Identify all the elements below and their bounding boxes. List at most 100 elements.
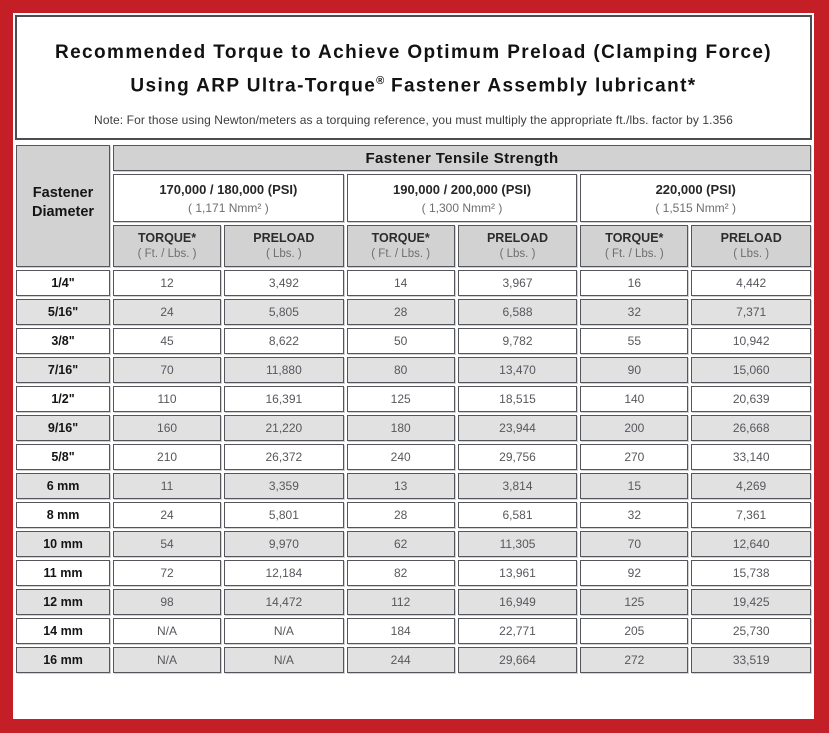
page-background: Recommended Torque to Achieve Optimum Pr…: [13, 13, 814, 719]
row-label-fastener-diameter: 12 mm: [16, 589, 111, 615]
row-label-fastener-diameter: 16 mm: [16, 647, 111, 673]
data-cell: 6,588: [457, 299, 578, 325]
data-cell: 12,640: [691, 531, 811, 557]
title-line2-text: Using ARP Ultra-Torque: [130, 75, 377, 97]
header-row-columns: TORQUE* ( Ft. / Lbs. ) PRELOAD ( Lbs. ) …: [16, 225, 811, 267]
header-row-psi: 170,000 / 180,000 (PSI) ( 1,171 Nmm² ) 1…: [16, 174, 811, 222]
table-row: 6 mm 11 3,359 13 3,814 15 4,269: [16, 473, 811, 499]
table-row: 7/16" 70 11,880 80 13,470 90 15,060: [16, 357, 811, 383]
data-cell: 25,730: [691, 618, 811, 644]
psi-group-main: 190,000 / 200,000 (PSI): [392, 181, 532, 197]
data-cell: 244: [346, 647, 455, 673]
data-cell: 12: [113, 270, 222, 296]
data-cell: 140: [580, 386, 689, 412]
row-label-fastener-diameter: 5/16": [16, 299, 111, 325]
row-label-fastener-diameter: 5/8": [16, 444, 111, 470]
psi-group-main: 220,000 (PSI): [655, 181, 736, 197]
data-cell: N/A: [224, 647, 344, 673]
data-cell: 70: [580, 531, 689, 557]
data-cell: 205: [580, 618, 689, 644]
data-cell: 7,361: [691, 502, 811, 528]
data-cell: 45: [113, 328, 222, 354]
data-cell: 13,961: [457, 560, 578, 586]
data-cell: 50: [346, 328, 455, 354]
data-cell: 5,805: [224, 299, 344, 325]
column-header-preload-2: PRELOAD ( Lbs. ): [457, 225, 578, 267]
row-label-fastener-diameter: 8 mm: [16, 502, 111, 528]
data-cell: 22,771: [457, 618, 578, 644]
data-cell: 4,442: [691, 270, 811, 296]
row-label-fastener-diameter: 14 mm: [16, 618, 111, 644]
data-cell: 72: [113, 560, 222, 586]
data-cell: 16,391: [224, 386, 344, 412]
data-cell: 80: [346, 357, 455, 383]
table-row: 16 mm N/A N/A 244 29,664 272 33,519: [16, 647, 811, 673]
data-cell: 180: [346, 415, 455, 441]
data-cell: 21,220: [224, 415, 344, 441]
data-cell: 3,967: [457, 270, 578, 296]
column-header-label: TORQUE*: [137, 231, 197, 245]
data-cell: 3,814: [457, 473, 578, 499]
row-label-fastener-diameter: 9/16": [16, 415, 111, 441]
row-label-fastener-diameter: 7/16": [16, 357, 111, 383]
corner-header-line1: Fastener: [32, 185, 94, 201]
data-cell: 55: [580, 328, 689, 354]
data-cell: 125: [346, 386, 455, 412]
data-cell: 13,470: [457, 357, 578, 383]
column-header-unit: ( Ft. / Lbs. ): [604, 248, 664, 260]
table-row: 12 mm 98 14,472 112 16,949 125 19,425: [16, 589, 811, 615]
title-line2-text-continued: Fastener Assembly lubricant*: [384, 75, 697, 97]
column-header-preload-3: PRELOAD ( Lbs. ): [691, 225, 811, 267]
row-label-fastener-diameter: 3/8": [16, 328, 111, 354]
table-row: 9/16" 160 21,220 180 23,944 200 26,668: [16, 415, 811, 441]
data-cell: 12,184: [224, 560, 344, 586]
data-cell: 92: [580, 560, 689, 586]
table-row: 8 mm 24 5,801 28 6,581 32 7,361: [16, 502, 811, 528]
data-cell: 112: [346, 589, 455, 615]
data-cell: 11: [113, 473, 222, 499]
column-header-torque-1: TORQUE* ( Ft. / Lbs. ): [113, 225, 222, 267]
data-cell: 4,269: [691, 473, 811, 499]
column-header-unit: ( Lbs. ): [733, 248, 770, 260]
registered-trademark-symbol: ®: [376, 74, 385, 87]
data-cell: 24: [113, 299, 222, 325]
data-cell: 24: [113, 502, 222, 528]
data-cell: N/A: [224, 618, 344, 644]
data-cell: 16,949: [457, 589, 578, 615]
column-header-label: PRELOAD: [253, 231, 315, 245]
page-title-line1: Recommended Torque to Achieve Optimum Pr…: [54, 41, 773, 63]
tensile-strength-header: Fastener Tensile Strength: [113, 145, 811, 171]
row-label-fastener-diameter: 1/4": [16, 270, 111, 296]
row-label-fastener-diameter: 6 mm: [16, 473, 111, 499]
column-header-unit: ( Lbs. ): [265, 248, 302, 260]
data-cell: 26,668: [691, 415, 811, 441]
title-box: Recommended Torque to Achieve Optimum Pr…: [15, 15, 812, 140]
data-cell: 15,738: [691, 560, 811, 586]
data-cell: 16: [580, 270, 689, 296]
data-cell: 5,801: [224, 502, 344, 528]
data-cell: 9,782: [457, 328, 578, 354]
table-row: 3/8" 45 8,622 50 9,782 55 10,942: [16, 328, 811, 354]
data-cell: 9,970: [224, 531, 344, 557]
data-cell: 19,425: [691, 589, 811, 615]
psi-group-sub: ( 1,300 Nmm² ): [421, 200, 503, 215]
data-cell: 240: [346, 444, 455, 470]
data-cell: 110: [113, 386, 222, 412]
column-header-label: PRELOAD: [720, 231, 782, 245]
column-header-unit: ( Lbs. ): [499, 248, 536, 260]
column-header-torque-2: TORQUE* ( Ft. / Lbs. ): [346, 225, 455, 267]
data-cell: 32: [580, 502, 689, 528]
table-row: 14 mm N/A N/A 184 22,771 205 25,730: [16, 618, 811, 644]
data-cell: 11,880: [224, 357, 344, 383]
page-title-line2: Using ARP Ultra-Torque® Fastener Assembl…: [130, 67, 696, 100]
data-cell: 62: [346, 531, 455, 557]
data-cell: 272: [580, 647, 689, 673]
data-cell: 70: [113, 357, 222, 383]
data-cell: 200: [580, 415, 689, 441]
data-cell: 11,305: [457, 531, 578, 557]
row-label-fastener-diameter: 11 mm: [16, 560, 111, 586]
data-cell: N/A: [113, 647, 222, 673]
psi-group-170-180: 170,000 / 180,000 (PSI) ( 1,171 Nmm² ): [113, 174, 344, 222]
psi-group-sub: ( 1,515 Nmm² ): [655, 200, 737, 215]
